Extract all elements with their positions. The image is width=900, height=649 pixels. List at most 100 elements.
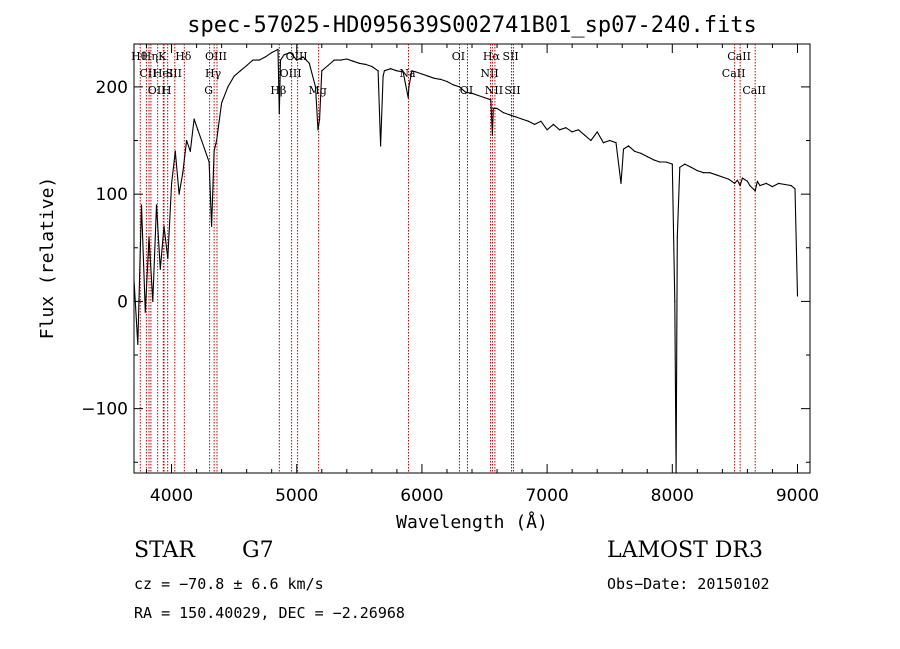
spectrum-data-point bbox=[709, 172, 711, 174]
spectrum-data-point bbox=[327, 64, 329, 67]
spectrum-data-point bbox=[676, 236, 678, 238]
spectrum-data-point bbox=[358, 62, 360, 64]
spectrum-data-point bbox=[696, 170, 698, 172]
spectrum-data-point bbox=[283, 54, 285, 56]
spectrum-data-point bbox=[317, 129, 319, 131]
y-tick-label: 200 bbox=[96, 78, 128, 98]
spectrum-data-point bbox=[491, 134, 493, 136]
spectrum-data-point bbox=[264, 56, 266, 58]
spectrum-data-point bbox=[739, 185, 741, 187]
spectrum-data-point bbox=[382, 75, 384, 77]
spectrum-data-point bbox=[659, 161, 661, 163]
spectrum-data-point bbox=[233, 75, 235, 77]
spectrum-data-point bbox=[171, 182, 173, 184]
spectrum-data-point bbox=[679, 166, 681, 168]
spectrum-series-line bbox=[133, 48, 799, 474]
spectrum-data-point bbox=[483, 97, 486, 99]
spectral-line-label: OIII bbox=[280, 67, 302, 80]
spectrum-data-point bbox=[252, 59, 254, 61]
spectrum-data-point bbox=[690, 166, 692, 168]
spectral-line-labels: HθCIIHηOIIKHeIHSIIHδGHγOIIIHβOIIIOIIIMgN… bbox=[131, 50, 766, 97]
spectral-line-label: K bbox=[158, 50, 167, 63]
spectrum-data-point bbox=[778, 182, 780, 184]
spectral-line-label: Hγ bbox=[205, 67, 222, 80]
spectrum-data-point bbox=[140, 204, 143, 206]
spectrum-data-point bbox=[296, 59, 298, 61]
spectrum-data-point bbox=[289, 52, 292, 54]
spectrum-data-point bbox=[340, 59, 342, 61]
axis-ticks: 4000 5000 6000 7000 8000 9000 −100 0 100 200 bbox=[81, 44, 819, 506]
spectrum-data-point bbox=[189, 150, 191, 152]
spectrum-data-point bbox=[239, 70, 241, 72]
spectrum-data-point bbox=[571, 131, 573, 133]
spectrum-data-point bbox=[440, 78, 442, 80]
spectral-line-label: H bbox=[162, 84, 172, 97]
object-subclass: G7 bbox=[242, 538, 274, 563]
spectrum-data-point bbox=[333, 59, 335, 61]
spectrum-data-point bbox=[452, 84, 454, 86]
x-axis-label: Wavelength (Å) bbox=[396, 511, 548, 533]
spectrum-data-point bbox=[665, 161, 667, 163]
spectrum-data-point bbox=[674, 300, 676, 302]
object-class: STAR bbox=[134, 538, 195, 563]
spectrum-data-point bbox=[759, 185, 761, 187]
spectrum-data-point bbox=[771, 186, 774, 188]
spectrum-data-point bbox=[622, 148, 625, 150]
spectrum-data-point bbox=[279, 59, 282, 61]
spectrum-data-point bbox=[540, 120, 542, 122]
spectrum-data-point bbox=[221, 102, 223, 104]
spectral-line-label: OI bbox=[460, 84, 473, 97]
spectrum-data-point bbox=[741, 177, 744, 179]
spectrum-data-point bbox=[411, 70, 413, 72]
spectrum-data-point bbox=[258, 59, 260, 61]
spectrum-data-point bbox=[427, 75, 429, 77]
spectrum-data-point bbox=[193, 118, 195, 120]
spectrum-data-point bbox=[402, 71, 404, 73]
series-layer bbox=[133, 48, 799, 474]
spectrum-data-point bbox=[671, 163, 673, 165]
spectral-line-label: Hη bbox=[142, 50, 158, 63]
spectrum-data-point bbox=[163, 225, 165, 227]
spectrum-data-point bbox=[204, 150, 206, 152]
redshift-cz: cz = −70.8 ± 6.6 km/s bbox=[134, 575, 324, 593]
spectrum-data-point bbox=[559, 129, 561, 131]
spectrum-data-point bbox=[684, 163, 686, 165]
ra-dec: RA = 150.40029, DEC = −2.26968 bbox=[134, 604, 405, 622]
spectrum-data-point bbox=[527, 120, 529, 122]
spectrum-data-point bbox=[784, 183, 786, 186]
spectral-line-label: Hδ bbox=[175, 50, 192, 63]
spectral-line-label: OII bbox=[148, 84, 166, 97]
spectrum-data-point bbox=[302, 56, 304, 58]
y-tick-label: 100 bbox=[96, 185, 128, 205]
spectral-line-label: CII bbox=[139, 67, 156, 80]
spectral-line-label: SII bbox=[166, 67, 182, 80]
spectral-line-label: SII bbox=[502, 50, 518, 63]
spectrum-data-point bbox=[577, 129, 580, 131]
spectrum-data-point bbox=[736, 179, 739, 181]
spectrum-data-point bbox=[271, 52, 273, 54]
x-tick-label: 9000 bbox=[776, 486, 819, 506]
spectrum-data-point bbox=[794, 188, 796, 190]
spectrum-data-point bbox=[159, 268, 161, 270]
spectrum-data-point bbox=[352, 60, 354, 62]
spectrum-data-point bbox=[396, 70, 398, 72]
spectral-line-label: SII bbox=[504, 84, 520, 97]
spectrum-data-point bbox=[208, 161, 210, 163]
spectrum-data-point bbox=[365, 63, 367, 65]
spectrum-data-point bbox=[314, 86, 317, 88]
x-tick-label: 7000 bbox=[525, 486, 568, 506]
y-tick-label: −100 bbox=[81, 400, 128, 420]
spectrum-data-point bbox=[433, 77, 435, 79]
spectrum-data-point bbox=[186, 139, 188, 142]
spectrum-data-point bbox=[646, 156, 648, 158]
x-tick-label: 6000 bbox=[400, 486, 443, 506]
spectrum-data-point bbox=[201, 139, 203, 142]
spectrum-data-point bbox=[534, 123, 536, 125]
spectrum-data-point bbox=[596, 131, 598, 133]
spectrum-data-point bbox=[634, 150, 636, 152]
spectrum-data-point bbox=[213, 150, 215, 152]
spectral-line-label: Mg bbox=[308, 84, 326, 97]
spectrum-data-point bbox=[155, 204, 158, 206]
spectrum-data-point bbox=[749, 185, 751, 187]
spectral-line-label: NII bbox=[485, 84, 503, 97]
